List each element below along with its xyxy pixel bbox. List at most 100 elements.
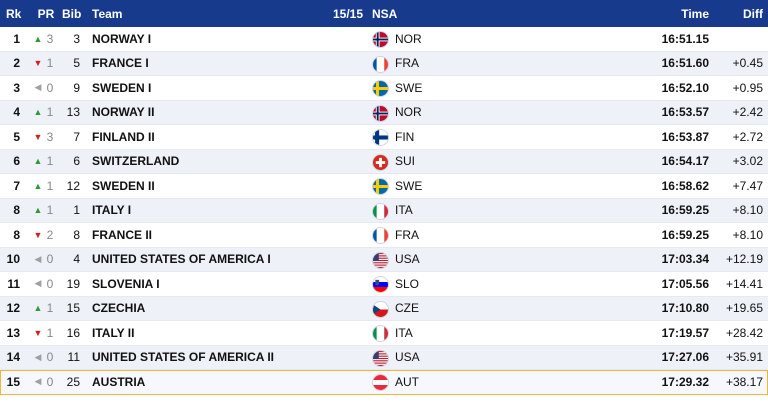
table-row[interactable]: 3 ◀ 0 9 SWEDEN I SWE 16:52.10 +0.95	[0, 76, 768, 101]
header-diff[interactable]: Diff	[743, 6, 763, 21]
table-row[interactable]: 7 ▲ 1 12 SWEDEN II SWE 16:58.62 +7.47	[0, 174, 768, 199]
trend-up-icon: ▲	[33, 107, 43, 118]
table-row[interactable]: 8 ▲ 1 1 ITALY I ITA 16:59.25 +8.10	[0, 198, 768, 223]
flag-switzerland-icon	[372, 153, 389, 171]
pr-change-cell: 2	[46, 227, 54, 242]
table-row[interactable]: 13 ▼ 1 16 ITALY II ITA 17:19.57 +28.42	[0, 321, 768, 346]
team-name-link[interactable]: SWITZERLAND	[92, 154, 180, 169]
diff-cell: +14.41	[725, 276, 763, 291]
team-name-link[interactable]: ITALY I	[92, 203, 132, 218]
table-row[interactable]: 2 ▼ 1 5 FRANCE I FRA 16:51.60 +0.45	[0, 51, 768, 76]
pr-change-cell: 1	[46, 105, 54, 120]
table-row[interactable]: 11 ◀ 0 19 SLOVENIA I SLO 17:05.56 +14.41	[0, 272, 768, 297]
rank-cell: 1	[13, 31, 20, 46]
nsa-code-cell: FRA	[395, 227, 419, 242]
table-row[interactable]: 15 ◀ 0 25 AUSTRIA AUT 17:29.32 +38.17	[0, 370, 768, 395]
nsa-code-cell: FRA	[395, 56, 419, 71]
pr-change-cell: 0	[46, 350, 54, 365]
bib-cell: 16	[66, 325, 80, 340]
team-name-link[interactable]: NORWAY I	[92, 31, 152, 46]
table-row[interactable]: 5 ▼ 3 7 FINLAND II FIN 16:53.87 +2.72	[0, 125, 768, 150]
diff-cell: +7.47	[732, 178, 763, 193]
diff-cell: +38.17	[725, 374, 763, 389]
team-name-link[interactable]: FRANCE II	[92, 227, 152, 242]
team-name-link[interactable]: UNITED STATES OF AMERICA I	[92, 252, 271, 267]
trend-same-icon: ◀	[34, 82, 42, 93]
time-cell: 17:27.06	[661, 350, 709, 365]
flag-sweden-icon	[372, 80, 389, 97]
bib-cell: 13	[66, 105, 80, 120]
trend-same-icon: ◀	[34, 278, 42, 289]
bib-cell: 9	[73, 80, 80, 95]
bib-cell: 15	[66, 301, 80, 316]
team-name-link[interactable]: CZECHIA	[92, 301, 146, 316]
rank-cell: 10	[6, 252, 20, 267]
time-cell: 16:53.87	[661, 129, 709, 144]
team-name-link[interactable]: SLOVENIA I	[92, 276, 160, 291]
team-name-link[interactable]: FRANCE I	[92, 56, 149, 71]
diff-cell: +28.42	[725, 325, 763, 340]
bib-cell: 12	[66, 178, 80, 193]
flag-italy-icon	[372, 325, 389, 342]
flag-france-icon	[372, 227, 389, 244]
table-row[interactable]: 14 ◀ 0 11 UNITED STATES OF AMERICA II USA 17:2…	[0, 345, 768, 370]
time-cell: 16:59.25	[661, 203, 709, 218]
team-name-link[interactable]: UNITED STATES OF AMERICA II	[92, 350, 274, 365]
nsa-code-cell: USA	[395, 252, 420, 267]
rank-cell: 2	[13, 56, 20, 71]
header-bib[interactable]: Bib	[62, 6, 82, 21]
nsa-code-cell: FIN	[395, 129, 415, 144]
time-cell: 16:51.15	[661, 31, 709, 46]
pr-change-cell: 3	[46, 31, 54, 46]
team-name-link[interactable]: ITALY II	[92, 325, 135, 340]
diff-cell: +0.45	[732, 56, 763, 71]
table-row[interactable]: 10 ◀ 0 4 UNITED STATES OF AMERICA I USA 17:03.…	[0, 247, 768, 272]
team-name-link[interactable]: FINLAND II	[92, 129, 155, 144]
rank-cell: 8	[13, 203, 20, 218]
header-nsa[interactable]: NSA	[372, 6, 398, 21]
diff-cell: +12.19	[725, 252, 763, 267]
table-row[interactable]: 1 ▲ 3 3 NORWAY I NOR 16:51.15	[0, 27, 768, 52]
trend-up-icon: ▲	[33, 303, 43, 314]
team-name-link[interactable]: SWEDEN I	[92, 80, 152, 95]
bib-cell: 19	[66, 276, 80, 291]
table-row[interactable]: 8 ▼ 2 8 FRANCE II FRA 16:59.25 +8.10	[0, 223, 768, 248]
time-cell: 16:52.10	[661, 80, 709, 95]
header-time[interactable]: Time	[681, 6, 709, 21]
trend-down-icon: ▼	[33, 327, 43, 338]
header-rank[interactable]: Rk	[6, 6, 22, 21]
team-name-link[interactable]: AUSTRIA	[92, 374, 146, 389]
header-team[interactable]: Team	[92, 6, 123, 21]
bib-cell: 7	[73, 129, 80, 144]
table-row[interactable]: 4 ▲ 1 13 NORWAY II NOR 16:53.57 +2.42	[0, 100, 768, 125]
diff-cell: +35.91	[725, 350, 763, 365]
results-table: Rk PR Bib Team 15/15 NSA Time Diff 1 ▲ 3 3 N…	[0, 0, 768, 395]
bib-cell: 5	[73, 56, 80, 71]
time-cell: 17:05.56	[661, 276, 709, 291]
flag-france-icon	[372, 55, 389, 73]
header-pr[interactable]: PR	[37, 6, 55, 21]
table-row[interactable]: 6 ▲ 1 6 SWITZERLAND SUI 16:54.17 +3.02	[0, 149, 768, 174]
table-header: Rk PR Bib Team 15/15 NSA Time Diff	[0, 0, 768, 27]
bib-cell: 6	[73, 154, 80, 169]
trend-up-icon: ▲	[33, 33, 43, 44]
flag-finland-icon	[372, 129, 389, 146]
team-name-link[interactable]: NORWAY II	[92, 105, 155, 120]
team-name-link[interactable]: SWEDEN II	[92, 178, 155, 193]
time-cell: 17:19.57	[661, 325, 709, 340]
table-row[interactable]: 12 ▲ 1 15 CZECHIA CZE 17:10.80 +19.65	[0, 296, 768, 321]
flag-sweden-icon	[372, 178, 389, 195]
time-cell: 16:58.62	[661, 178, 709, 193]
table-body: 1 ▲ 3 3 NORWAY I NOR 16:51.15 2 ▼ 1 5 FRANCE I FRA 16…	[0, 27, 768, 395]
time-cell: 16:53.57	[661, 105, 709, 120]
nsa-code-cell: USA	[395, 350, 420, 365]
rank-cell: 5	[13, 129, 20, 144]
bib-cell: 8	[73, 227, 80, 242]
diff-cell: +0.95	[732, 80, 763, 95]
trend-up-icon: ▲	[33, 205, 43, 216]
header-count: 15/15	[332, 6, 363, 21]
nsa-code-cell: CZE	[395, 301, 419, 316]
time-cell: 17:29.32	[661, 374, 709, 389]
bib-cell: 11	[67, 350, 80, 365]
trend-down-icon: ▼	[33, 58, 43, 69]
